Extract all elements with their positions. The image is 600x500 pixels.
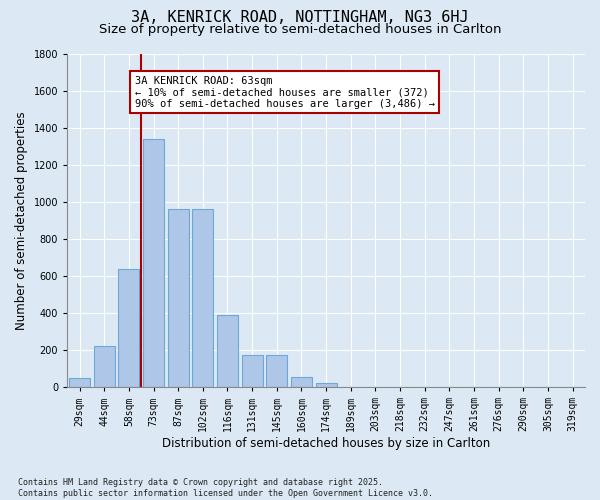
- Text: 3A, KENRICK ROAD, NOTTINGHAM, NG3 6HJ: 3A, KENRICK ROAD, NOTTINGHAM, NG3 6HJ: [131, 10, 469, 25]
- Bar: [242, 355, 263, 387]
- Bar: [217, 315, 238, 387]
- Bar: [69, 378, 90, 387]
- Bar: [94, 346, 115, 387]
- X-axis label: Distribution of semi-detached houses by size in Carlton: Distribution of semi-detached houses by …: [162, 437, 490, 450]
- Text: Contains HM Land Registry data © Crown copyright and database right 2025.
Contai: Contains HM Land Registry data © Crown c…: [18, 478, 433, 498]
- Bar: [118, 268, 139, 387]
- Bar: [266, 355, 287, 387]
- Bar: [143, 139, 164, 387]
- Y-axis label: Number of semi-detached properties: Number of semi-detached properties: [15, 112, 28, 330]
- Bar: [167, 210, 188, 387]
- Text: Size of property relative to semi-detached houses in Carlton: Size of property relative to semi-detach…: [99, 22, 501, 36]
- Bar: [291, 377, 312, 387]
- Text: 3A KENRICK ROAD: 63sqm
← 10% of semi-detached houses are smaller (372)
90% of se: 3A KENRICK ROAD: 63sqm ← 10% of semi-det…: [134, 76, 434, 109]
- Bar: [193, 210, 213, 387]
- Bar: [316, 382, 337, 387]
